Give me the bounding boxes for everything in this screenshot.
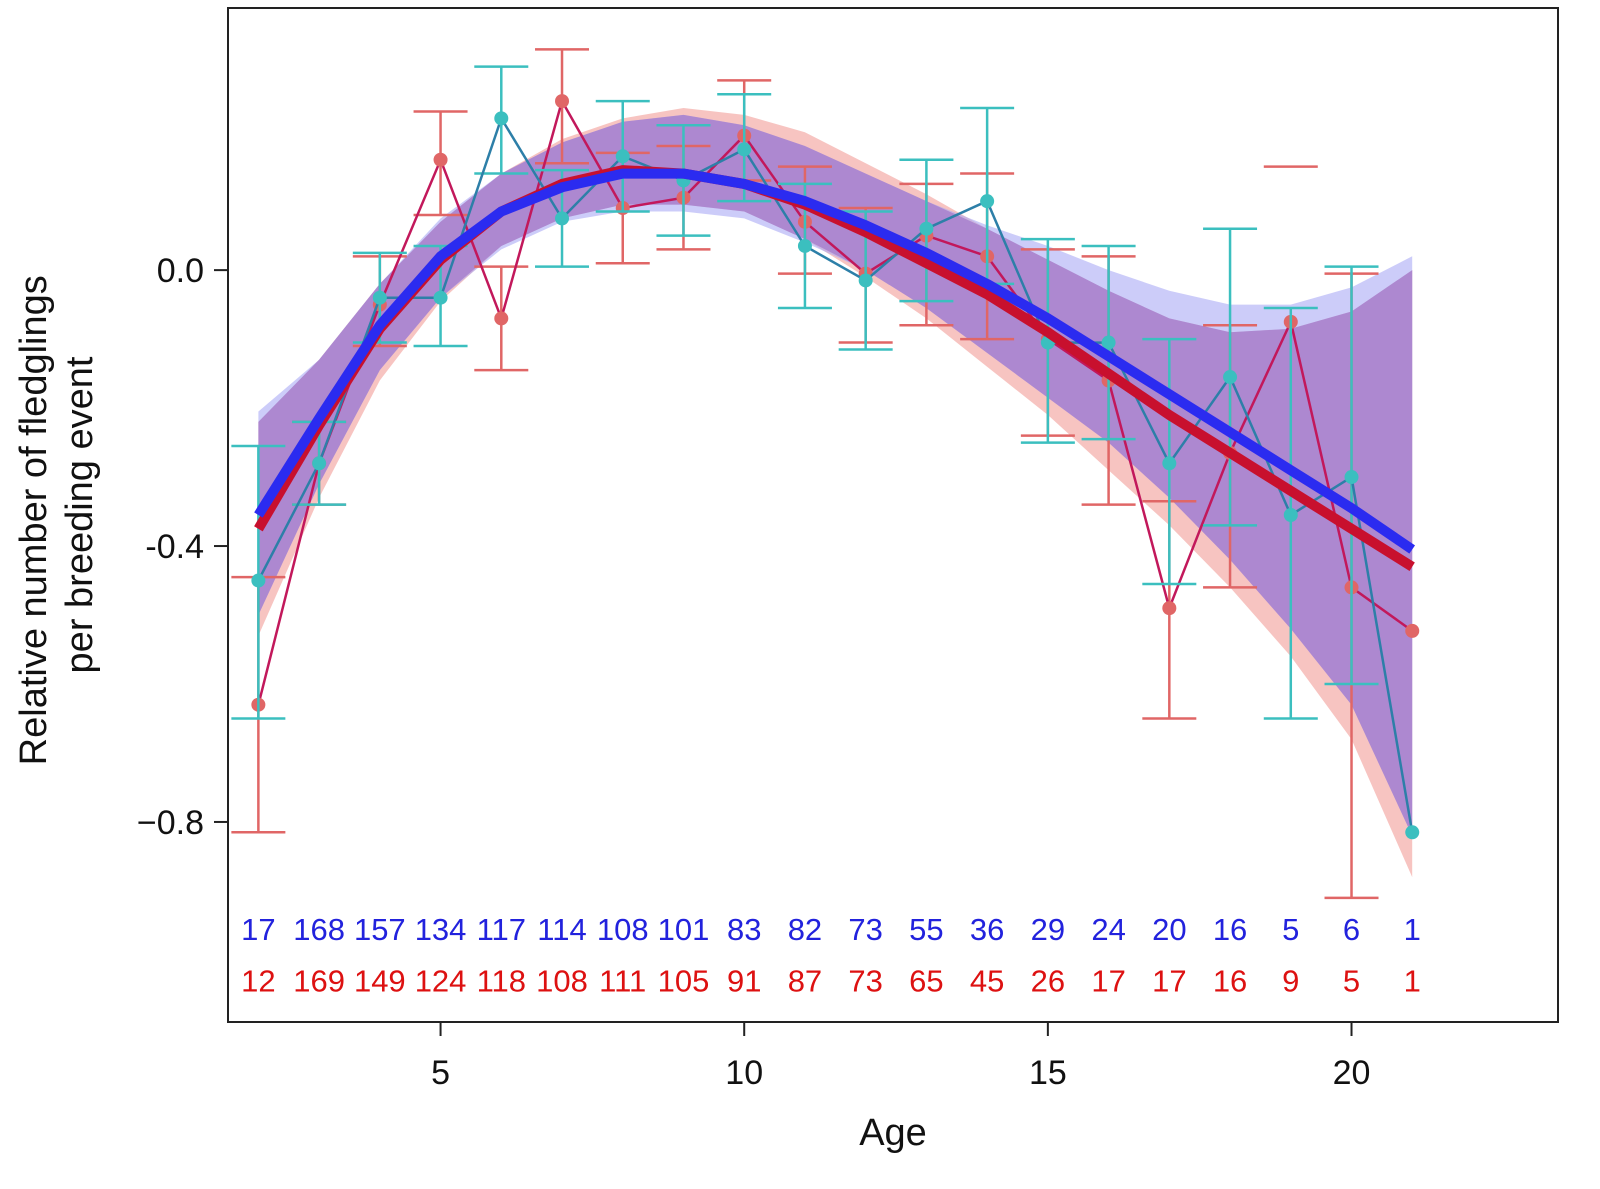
count-label-blue: 168 xyxy=(293,912,345,947)
teal-obs-point xyxy=(980,194,995,209)
teal-obs-point xyxy=(1283,508,1298,522)
count-label-blue: 1 xyxy=(1404,912,1421,947)
teal-obs-point xyxy=(1405,825,1420,840)
count-label-blue: 55 xyxy=(909,912,943,947)
red-obs-point xyxy=(1405,623,1420,638)
sample-size-labels: 1712168169157149134124117118114108108111… xyxy=(241,912,1421,999)
blue-fit-line xyxy=(254,168,1416,554)
count-label-red: 16 xyxy=(1213,964,1247,999)
teal-obs-point xyxy=(1344,470,1359,485)
y-tick-label: −0.8 xyxy=(137,804,204,842)
y-axis-title: Relative number of fledglings per breedi… xyxy=(13,265,101,766)
count-label-blue: 108 xyxy=(597,912,649,947)
teal-obs-point xyxy=(737,142,752,157)
count-label-red: 149 xyxy=(354,964,406,999)
red-obs-line xyxy=(257,97,1413,706)
teal-obs-point xyxy=(1223,370,1238,385)
y-tick-label: -0.4 xyxy=(145,528,204,566)
count-label-red: 65 xyxy=(909,964,943,999)
teal-obs-point xyxy=(555,211,570,226)
y-axis-title-line-2: per breeding event xyxy=(59,356,101,673)
teal-obs-point xyxy=(797,238,812,253)
count-label-red: 124 xyxy=(415,964,467,999)
count-label-red: 9 xyxy=(1282,964,1299,999)
count-label-blue: 114 xyxy=(537,912,586,947)
count-label-blue: 82 xyxy=(788,912,822,947)
count-label-blue: 101 xyxy=(658,912,710,947)
count-label-red: 1 xyxy=(1404,964,1421,999)
teal-obs-point xyxy=(251,573,266,588)
x-axis-title: Age xyxy=(859,1112,927,1154)
count-label-red: 17 xyxy=(1152,964,1186,999)
teal-obs-group xyxy=(231,65,1420,840)
teal-obs-point xyxy=(494,111,509,126)
count-label-blue: 117 xyxy=(477,912,526,947)
plot-layers: 1712168169157149134124117118114108108111… xyxy=(231,48,1421,999)
teal-obs-point xyxy=(858,273,873,288)
count-label-blue: 5 xyxy=(1282,912,1299,947)
count-label-red: 26 xyxy=(1031,964,1065,999)
plot-frame xyxy=(227,7,1559,1023)
teal-obs-line xyxy=(257,115,1414,833)
count-label-red: 45 xyxy=(970,964,1004,999)
blue-fit-confidence-band xyxy=(258,114,1413,836)
y-tick-label: 0.0 xyxy=(157,252,204,290)
x-tick-label: 20 xyxy=(1333,1054,1371,1092)
confidence-bands xyxy=(258,108,1413,878)
count-label-red: 105 xyxy=(658,964,710,999)
red-obs-point xyxy=(433,152,448,167)
teal-obs-point xyxy=(1101,335,1116,350)
count-label-blue: 157 xyxy=(354,912,406,947)
count-label-red: 111 xyxy=(599,964,646,999)
count-label-blue: 36 xyxy=(970,912,1004,947)
x-tick-label: 5 xyxy=(431,1054,450,1092)
red-obs-point xyxy=(1162,601,1177,616)
count-label-blue: 83 xyxy=(727,912,761,947)
count-label-red: 5 xyxy=(1343,964,1360,999)
count-label-blue: 17 xyxy=(241,912,275,947)
observed-series xyxy=(231,48,1420,900)
count-label-red: 87 xyxy=(788,964,822,999)
count-label-blue: 16 xyxy=(1213,912,1247,947)
teal-obs-point xyxy=(919,221,934,236)
count-label-red: 108 xyxy=(536,964,588,999)
count-label-blue: 73 xyxy=(848,912,882,947)
fitted-curves xyxy=(254,165,1416,571)
count-label-blue: 20 xyxy=(1152,912,1186,947)
x-tick-label: 15 xyxy=(1029,1054,1067,1092)
teal-obs-point xyxy=(615,149,630,164)
count-label-blue: 6 xyxy=(1343,912,1360,947)
band-overlap xyxy=(258,114,1413,836)
red-obs-point xyxy=(494,311,509,326)
count-label-red: 17 xyxy=(1091,964,1125,999)
y-axis: 0.0 -0.4 −0.8 xyxy=(137,252,228,842)
teal-obs-point xyxy=(312,456,327,471)
count-label-red: 73 xyxy=(848,964,882,999)
count-label-red: 12 xyxy=(241,964,275,999)
x-axis: 5 10 15 20 xyxy=(431,1022,1370,1092)
y-axis-title-line-1: Relative number of fledglings xyxy=(13,275,55,765)
count-label-blue: 134 xyxy=(415,912,467,947)
count-label-red: 91 xyxy=(727,964,761,999)
red-obs-point xyxy=(555,94,570,109)
x-tick-label: 10 xyxy=(725,1054,763,1092)
teal-obs-point xyxy=(433,290,448,305)
teal-obs-point xyxy=(1162,456,1177,471)
teal-obs-point xyxy=(372,290,387,305)
count-label-blue: 29 xyxy=(1031,912,1065,947)
count-label-blue: 24 xyxy=(1091,912,1125,947)
count-label-red: 169 xyxy=(293,964,345,999)
count-label-red: 118 xyxy=(477,964,526,999)
